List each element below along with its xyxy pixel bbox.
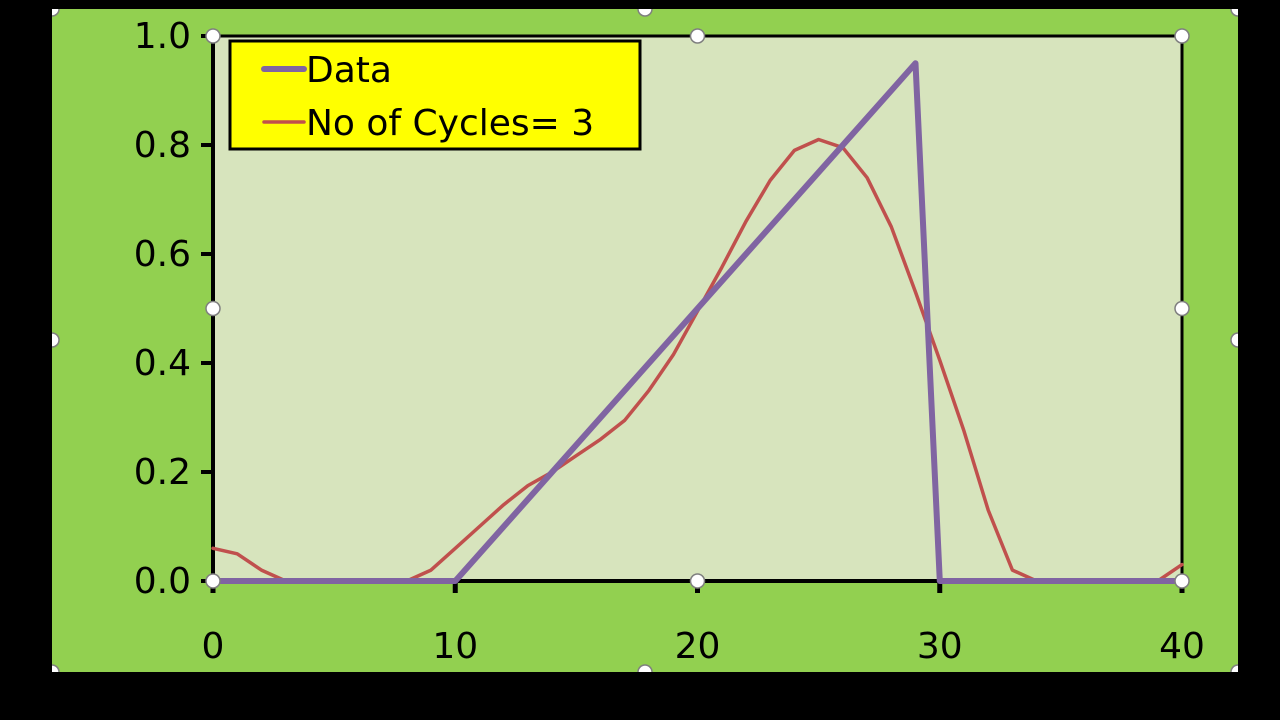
selection-handles [52, 9, 1238, 672]
resize-handle [1230, 332, 1238, 348]
y-tick-label: 1.0 [134, 16, 191, 57]
legend-box [228, 39, 642, 151]
resize-handle [52, 332, 60, 348]
series-group [210, 60, 1185, 584]
resize-handle [689, 573, 706, 589]
resize-handle [205, 28, 221, 44]
resize-handle [205, 300, 221, 317]
y-tick-label: 0.2 [134, 452, 191, 493]
legend-label-1: No of Cycles= 3 [306, 103, 594, 144]
resize-handle [637, 9, 653, 17]
resize-handle [52, 9, 60, 17]
x-tick-label: 40 [1159, 626, 1205, 667]
resize-handle [1174, 28, 1190, 44]
resize-handle [52, 664, 60, 672]
y-tick-label: 0.8 [134, 125, 191, 166]
chart-area[interactable]: 0.0 0.2 0.4 0.6 0.8 1.0 0 10 20 30 40 Data No of Cy… [52, 9, 1238, 672]
y-tick-label: 0.4 [134, 343, 191, 384]
legend-label-0: Data [306, 50, 392, 91]
chart-canvas: 0.0 0.2 0.4 0.6 0.8 1.0 0 10 20 30 40 Data No of Cy… [52, 9, 1238, 672]
ticks: 0.0 0.2 0.4 0.6 0.8 1.0 0 10 20 30 40 [134, 16, 1205, 667]
x-tick-label: 30 [917, 626, 963, 667]
resize-handle [1230, 9, 1238, 17]
y-tick-label: 0.0 [134, 561, 191, 602]
resize-handle [1230, 664, 1238, 672]
resize-handle [205, 573, 221, 589]
x-tick-label: 10 [432, 626, 478, 667]
x-tick-label: 20 [675, 626, 721, 667]
y-tick-label: 0.6 [134, 234, 191, 275]
resize-handle [689, 28, 706, 44]
resize-handle [1174, 300, 1190, 317]
x-tick-label: 0 [202, 626, 225, 667]
resize-handle [637, 664, 653, 672]
legend[interactable]: Data No of Cycles= 3 [228, 39, 642, 151]
resize-handle [1174, 573, 1190, 589]
series-line-0 [210, 60, 1185, 584]
